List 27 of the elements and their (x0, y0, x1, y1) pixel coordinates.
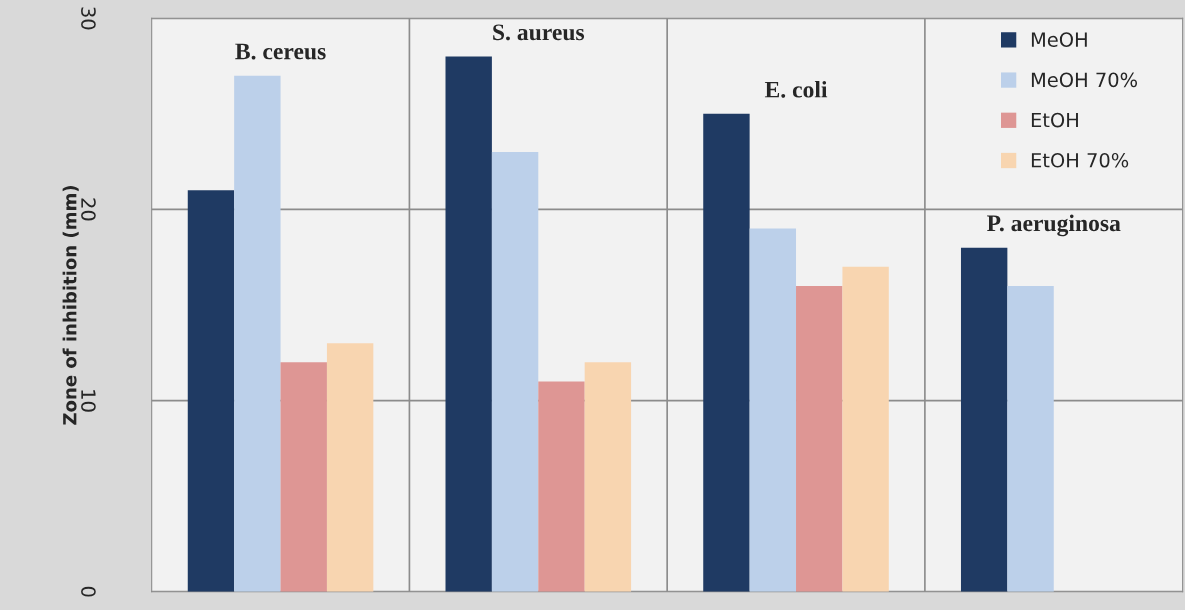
bar (584, 362, 632, 592)
legend-label: MeOH (1031, 32, 1087, 47)
y-axis-title: Zone of inhibition (mm) (62, 185, 79, 425)
y-tick-label: 10 (81, 390, 96, 412)
annotation: B. cereus (235, 43, 326, 60)
bar (960, 247, 1008, 592)
annotation: P. aeruginosa (987, 214, 1121, 237)
bar (234, 75, 281, 592)
bar (491, 152, 539, 592)
y-tick-label: 30 (81, 7, 96, 30)
bar (842, 266, 889, 592)
bar (187, 190, 235, 592)
bar (445, 56, 492, 592)
bar (326, 343, 374, 592)
legend-label: EtOH (1031, 112, 1078, 128)
y-tick-label: 0 (81, 586, 96, 597)
bar (703, 113, 750, 592)
bar (538, 381, 585, 592)
y-tick-label: 20 (81, 198, 96, 221)
bar (749, 228, 797, 592)
bar (796, 285, 843, 592)
annotation: E. coli (764, 80, 828, 98)
annotation: S. aureus (493, 24, 585, 41)
legend-label: MeOH 70% (1031, 72, 1138, 88)
legend-label: EtOH 70% (1031, 152, 1129, 168)
bar (1007, 285, 1054, 592)
bar (280, 362, 327, 592)
